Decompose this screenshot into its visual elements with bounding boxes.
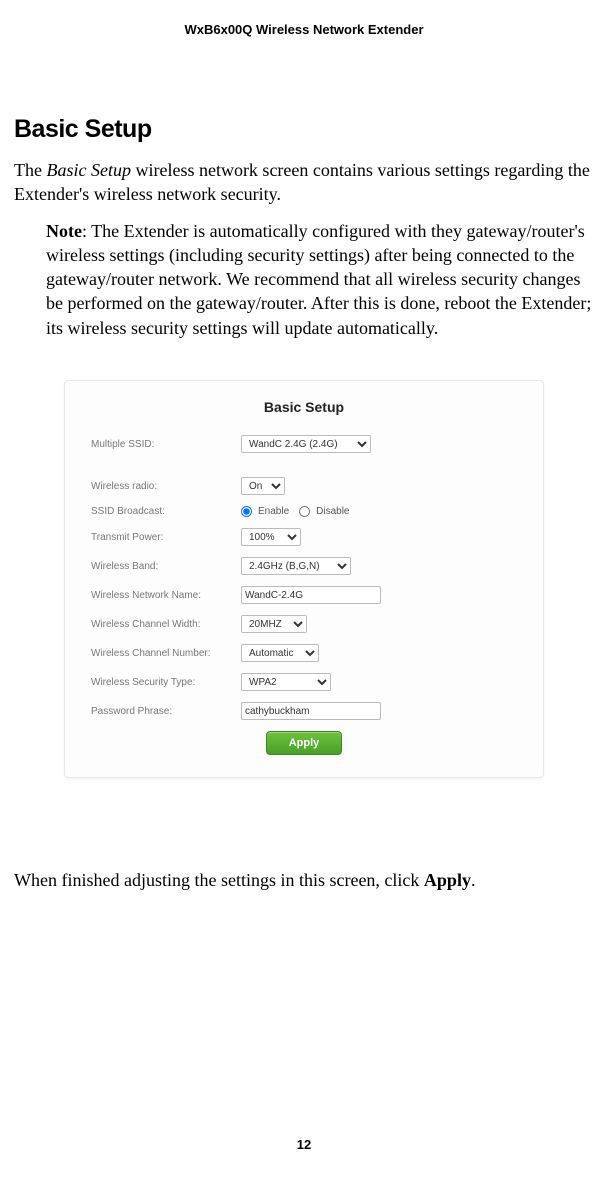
label-password: Password Phrase:	[91, 706, 241, 717]
apply-row: Apply	[91, 731, 517, 755]
label-ssid-broadcast: SSID Broadcast:	[91, 506, 241, 517]
section-title: Basic Setup	[14, 115, 594, 144]
row-wireless-radio: Wireless radio: On	[91, 477, 517, 495]
row-ssid-broadcast: SSID Broadcast: Enable Disable	[91, 506, 517, 517]
note-paragraph: Note: The Extender is automatically conf…	[14, 219, 594, 340]
select-wireless-radio[interactable]: On	[241, 477, 285, 495]
page-number: 12	[0, 1137, 608, 1152]
select-transmit-power[interactable]: 100%	[241, 528, 301, 546]
radio-enable-label: Enable	[258, 506, 289, 517]
select-multiple-ssid[interactable]: WandC 2.4G (2.4G)	[241, 435, 371, 453]
select-channel-number[interactable]: Automatic	[241, 644, 319, 662]
note-text: : The Extender is automatically configur…	[46, 221, 591, 338]
select-channel-width[interactable]: 20MHZ	[241, 615, 307, 633]
radio-disable-label: Disable	[316, 506, 349, 517]
row-password: Password Phrase:	[91, 702, 517, 720]
label-network-name: Wireless Network Name:	[91, 590, 241, 601]
intro-italic: Basic Setup	[46, 160, 130, 180]
screenshot-container: Basic Setup Multiple SSID: WandC 2.4G (2…	[64, 380, 544, 778]
screenshot-title: Basic Setup	[91, 399, 517, 415]
label-transmit-power: Transmit Power:	[91, 532, 241, 543]
select-wireless-band[interactable]: 2.4GHz (B,G,N)	[241, 557, 351, 575]
select-security-type[interactable]: WPA2	[241, 673, 331, 691]
page-content: Basic Setup The Basic Setup wireless net…	[0, 115, 608, 892]
input-network-name[interactable]	[241, 586, 381, 604]
closing-suffix: .	[471, 870, 476, 890]
intro-paragraph: The Basic Setup wireless network screen …	[14, 158, 594, 207]
radio-enable[interactable]	[241, 506, 252, 517]
closing-paragraph: When finished adjusting the settings in …	[14, 868, 594, 892]
row-security-type: Wireless Security Type: WPA2	[91, 673, 517, 691]
label-channel-width: Wireless Channel Width:	[91, 619, 241, 630]
label-wireless-band: Wireless Band:	[91, 561, 241, 572]
row-channel-number: Wireless Channel Number: Automatic	[91, 644, 517, 662]
intro-text-prefix: The	[14, 160, 46, 180]
radio-disable[interactable]	[299, 506, 310, 517]
row-network-name: Wireless Network Name:	[91, 586, 517, 604]
note-label: Note	[46, 221, 82, 241]
row-channel-width: Wireless Channel Width: 20MHZ	[91, 615, 517, 633]
basic-setup-screenshot: Basic Setup Multiple SSID: WandC 2.4G (2…	[64, 380, 544, 778]
label-security-type: Wireless Security Type:	[91, 677, 241, 688]
closing-bold: Apply	[424, 870, 471, 890]
label-channel-number: Wireless Channel Number:	[91, 648, 241, 659]
input-password[interactable]	[241, 702, 381, 720]
label-multiple-ssid: Multiple SSID:	[91, 439, 241, 450]
row-transmit-power: Transmit Power: 100%	[91, 528, 517, 546]
apply-button[interactable]: Apply	[266, 731, 343, 755]
row-wireless-band: Wireless Band: 2.4GHz (B,G,N)	[91, 557, 517, 575]
page-header: WxB6x00Q Wireless Network Extender	[0, 0, 608, 37]
row-multiple-ssid: Multiple SSID: WandC 2.4G (2.4G)	[91, 435, 517, 453]
label-wireless-radio: Wireless radio:	[91, 481, 241, 492]
closing-prefix: When finished adjusting the settings in …	[14, 870, 424, 890]
